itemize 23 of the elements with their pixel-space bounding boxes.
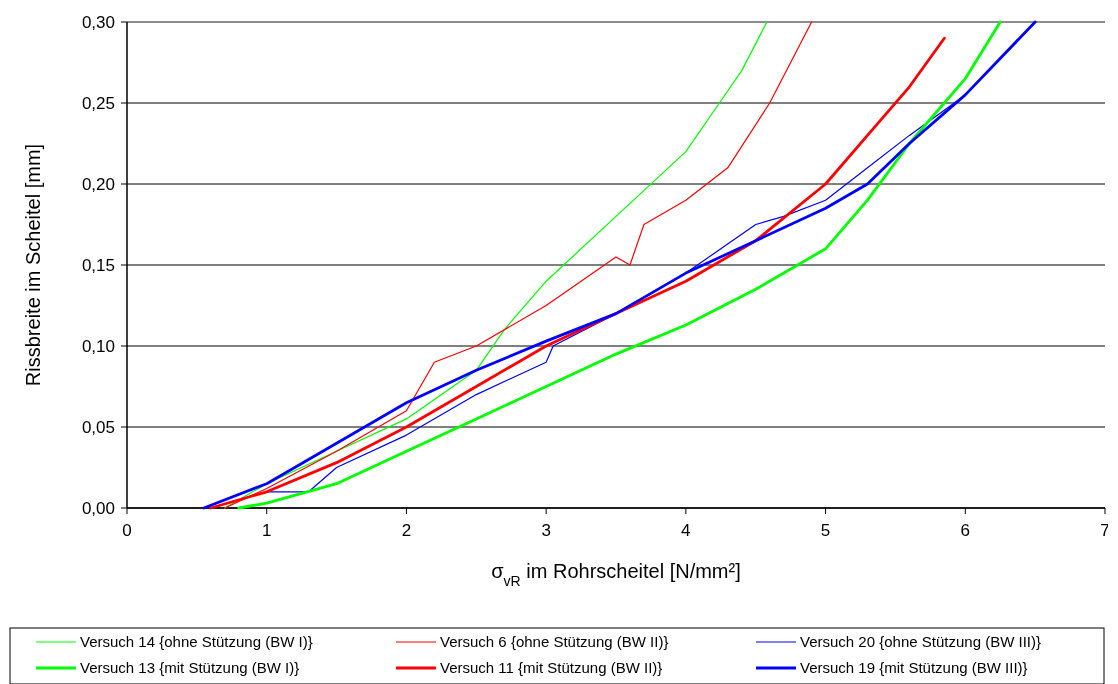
x-tick-label: 0 [122,521,132,540]
legend-label: Versuch 13 {mit Stützung (BW I)} [80,659,300,677]
y-tick-label: 0,25 [81,93,115,113]
y-tick-label: 0,00 [81,498,115,518]
x-tick-label: 7 [1100,521,1110,540]
legend-label: Versuch 14 {ohne Stützung (BW I)} [80,633,313,651]
y-axis-title: Rissbreite im Scheitel [mm] [22,143,44,387]
legend-label: Versuch 6 {ohne Stützung (BW II)} [440,633,669,651]
x-tick-label: 6 [960,521,971,540]
x-tick-label: 1 [261,521,272,540]
x-axis-title: σ$_{vR}$ im Rohrscheitel [N/mm²] [491,560,741,589]
legend-label: Versuch 19 {mit Stützung (BW III)} [800,659,1028,677]
x-tick-label: 3 [541,521,551,540]
x-tick-label: 2 [401,521,412,540]
y-tick-label: 0,30 [81,12,115,32]
y-tick-label: 0,15 [81,255,115,275]
legend-label: Versuch 11 {mit Stützung (BW II)} [440,659,663,677]
y-tick-label: 0,10 [81,336,115,356]
x-tick-label: 5 [820,521,831,540]
x-tick-label: 4 [681,521,691,540]
legend-label: Versuch 20 {ohne Stützung (BW III)} [800,633,1041,651]
y-tick-label: 0,20 [81,174,115,194]
y-tick-label: 0,05 [81,417,115,437]
